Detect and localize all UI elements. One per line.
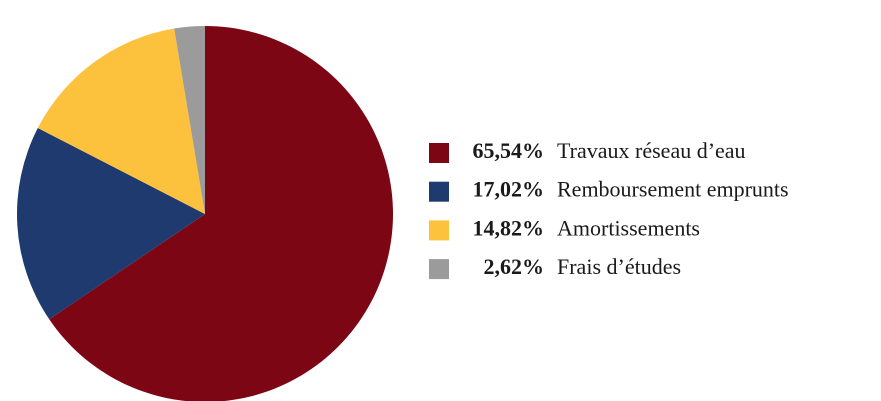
legend-label: Remboursement emprunts bbox=[557, 177, 789, 202]
pie-slice bbox=[49, 26, 393, 401]
legend-value: 2,62% bbox=[484, 254, 545, 279]
legend-swatch bbox=[429, 181, 449, 202]
legend-value: 17,02% bbox=[473, 177, 545, 202]
legend-label: Travaux réseau d’eau bbox=[557, 138, 746, 163]
legend-swatch bbox=[429, 259, 449, 280]
legend-label: Frais d’études bbox=[557, 254, 681, 279]
pie-slice bbox=[37, 28, 206, 214]
legend-label: Amortissements bbox=[557, 215, 700, 240]
legend-value: 14,82% bbox=[473, 215, 545, 240]
pie-slice bbox=[174, 26, 205, 214]
pie-slice bbox=[16, 128, 205, 320]
legend-swatch bbox=[429, 143, 449, 163]
legend-value: 65,54% bbox=[473, 138, 545, 163]
legend-swatch bbox=[429, 220, 449, 241]
